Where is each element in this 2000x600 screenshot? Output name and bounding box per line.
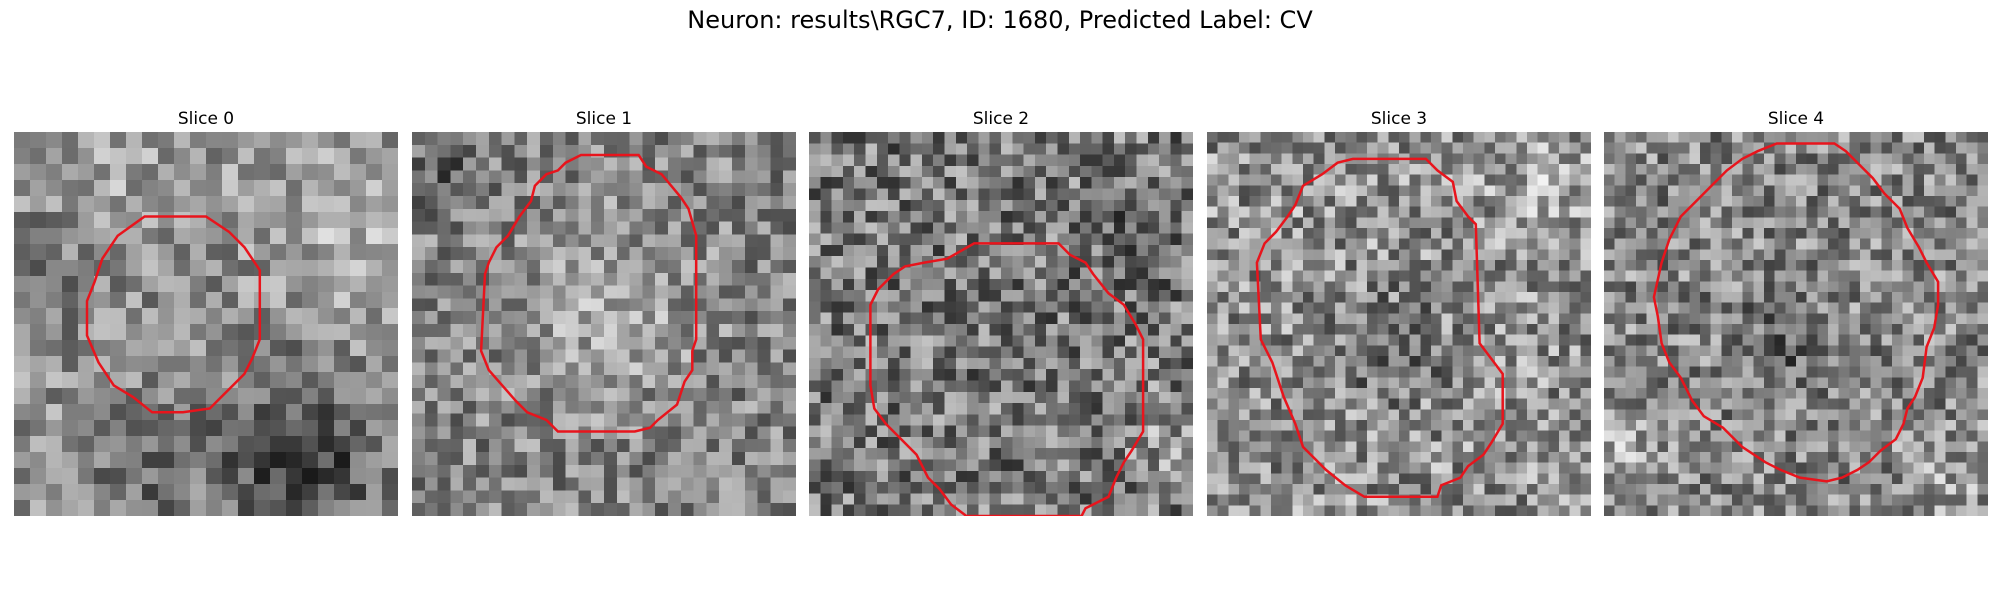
contour-outline — [1255, 157, 1504, 499]
pixel-texture — [412, 132, 796, 516]
contour-outline — [869, 242, 1145, 516]
slice-4-title: Slice 4 — [1767, 109, 1825, 129]
slice-0-image — [14, 132, 398, 516]
slice-0-title: Slice 0 — [177, 109, 235, 129]
contour-outline — [85, 215, 262, 414]
pixel-texture — [809, 132, 1193, 516]
slice-2-title: Slice 2 — [972, 109, 1030, 129]
pixel-texture — [14, 132, 398, 516]
contour-outline — [1652, 142, 1940, 483]
contour-outline — [479, 153, 698, 433]
pixel-texture — [1207, 132, 1591, 516]
slice-3-title: Slice 3 — [1370, 109, 1428, 129]
slice-1-image — [412, 132, 796, 516]
slice-2-image — [809, 132, 1193, 516]
slice-1-title: Slice 1 — [575, 109, 633, 129]
slice-4-image — [1604, 132, 1988, 516]
pixel-texture — [1604, 132, 1988, 516]
slice-3-image — [1207, 132, 1591, 516]
figure-title: Neuron: results\RGC7, ID: 1680, Predicte… — [687, 6, 1313, 34]
